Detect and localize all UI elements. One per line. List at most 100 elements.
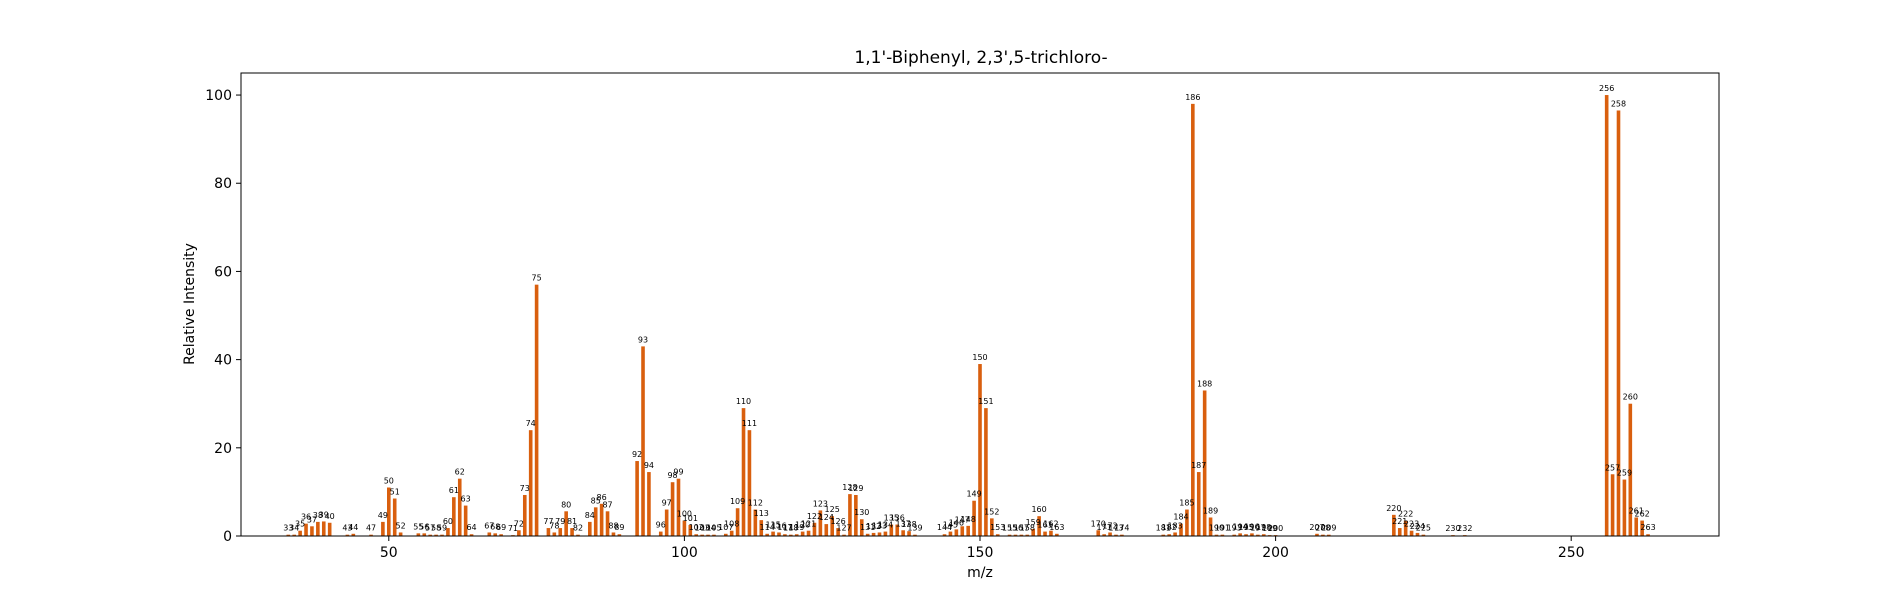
peak-bar: [1315, 533, 1319, 536]
peak-bar: [552, 532, 557, 536]
peak-label: 259: [1617, 469, 1632, 478]
peak-bar: [877, 532, 882, 536]
peak-bar: [1622, 479, 1627, 536]
peak-bar: [446, 528, 450, 536]
peak-bar: [1415, 532, 1420, 536]
peak-label: 33: [283, 524, 293, 533]
peak-bar: [854, 494, 858, 536]
peak-label: 116: [771, 521, 786, 530]
peak-bar: [1161, 534, 1166, 536]
peak-label: 182: [1162, 523, 1177, 532]
peak-bar: [676, 478, 681, 536]
peak-label: 221: [1392, 517, 1407, 526]
peak-bar: [1185, 509, 1189, 536]
peak-bar: [452, 497, 456, 536]
peak-label: 112: [748, 499, 763, 508]
peak-label: 38: [313, 511, 323, 520]
peak-label: 109: [730, 497, 745, 506]
peak-label: 35: [295, 520, 305, 529]
peak-label: 200: [1268, 524, 1283, 533]
peak-label: 184: [1173, 513, 1188, 522]
peak-bar: [434, 534, 438, 536]
peak-label: 103: [694, 524, 709, 533]
peak-bar: [1120, 534, 1124, 536]
peak-label: 190: [1209, 524, 1224, 533]
peak-bar: [392, 498, 397, 536]
peak-label: 37: [307, 515, 317, 524]
peak-bar: [517, 530, 521, 536]
peak-bar: [765, 533, 769, 536]
peak-bar: [381, 521, 385, 536]
peak-bar: [771, 531, 775, 536]
peak-bar: [995, 534, 1000, 536]
peak-label: 61: [449, 486, 459, 495]
peak-bar: [327, 522, 332, 536]
peak-bar: [883, 531, 888, 536]
peak-label: 150: [972, 353, 987, 362]
peak-label: 81: [567, 517, 577, 526]
peak-bar: [1403, 520, 1408, 536]
peak-bar: [588, 521, 592, 536]
peak-bar: [700, 534, 704, 536]
peak-bar: [901, 530, 905, 536]
peak-label: 187: [1191, 461, 1206, 470]
peak-label: 86: [597, 493, 607, 502]
peak-label: 120: [795, 521, 810, 530]
peak-label: 146: [949, 518, 964, 527]
peak-bar: [682, 520, 687, 536]
peak-bar: [729, 530, 734, 536]
peak-bar: [546, 528, 551, 536]
peak-bar: [1392, 514, 1396, 536]
peak-bar: [1202, 390, 1207, 536]
peak-label: 133: [872, 521, 887, 530]
peak-label: 82: [573, 524, 583, 533]
peak-bar: [457, 478, 462, 536]
peak-bar: [913, 534, 917, 536]
peak-label: 77: [543, 517, 553, 526]
peak-label: 75: [532, 274, 542, 283]
peak-label: 118: [783, 524, 798, 533]
peak-bar: [954, 529, 959, 536]
peak-label: 230: [1445, 524, 1460, 533]
peak-bar: [865, 533, 870, 536]
peak-bar: [1167, 534, 1171, 536]
peak-label: 137: [896, 519, 911, 528]
peak-bar: [806, 530, 811, 536]
peak-label: 208: [1315, 524, 1330, 533]
peak-label: 127: [836, 524, 851, 533]
x-tick-label: 150: [967, 545, 994, 561]
peak-label: 79: [555, 517, 565, 526]
peak-bar: [694, 534, 699, 536]
peak-label: 123: [813, 499, 828, 508]
peak-label: 134: [878, 521, 893, 530]
chart-title: 1,1'-Biphenyl, 2,3',5-trichloro-: [854, 48, 1107, 68]
peak-label: 105: [706, 524, 721, 533]
peak-label: 101: [683, 514, 698, 523]
peak-label: 34: [289, 524, 299, 533]
peak-bar: [440, 534, 444, 536]
peak-bar: [972, 500, 976, 536]
peak-bar: [688, 524, 693, 536]
peak-bar: [658, 531, 663, 536]
peak-label: 88: [608, 521, 618, 530]
peak-bar: [1031, 528, 1036, 536]
peak-bar: [1114, 534, 1118, 536]
plot-frame: [240, 72, 1720, 537]
peak-bar: [747, 430, 752, 536]
peak-bar: [387, 487, 391, 536]
peak-label: 50: [384, 476, 394, 485]
peak-label: 158: [1020, 524, 1035, 533]
peak-label: 256: [1599, 84, 1614, 93]
peak-bar: [1013, 534, 1018, 536]
peak-label: 157: [1014, 524, 1029, 533]
y-tick-label: 60: [214, 264, 232, 280]
peak-bar: [321, 521, 326, 536]
peak-bar: [617, 534, 622, 536]
peak-bar: [635, 461, 639, 536]
peak-label: 78: [549, 521, 559, 530]
peak-label: 62: [455, 468, 465, 477]
peak-label: 72: [514, 519, 524, 528]
peak-label: 207: [1309, 523, 1324, 532]
peak-label: 172: [1102, 521, 1117, 530]
